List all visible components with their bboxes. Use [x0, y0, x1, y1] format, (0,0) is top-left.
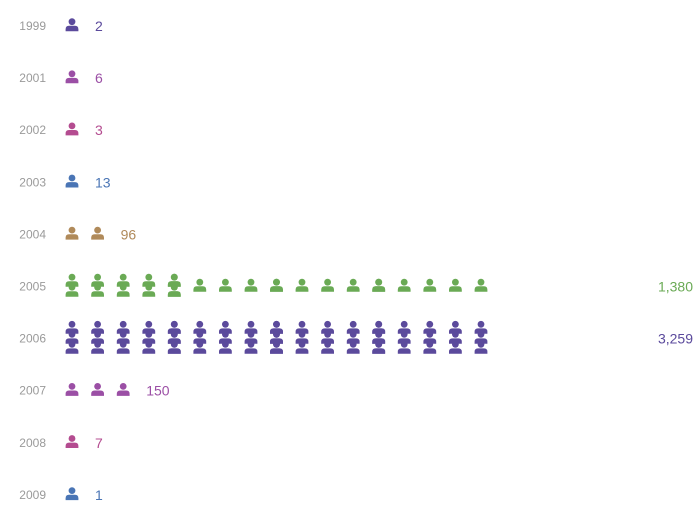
- value-label: 150: [146, 383, 170, 399]
- person-icon: [65, 122, 79, 136]
- person-icon: [244, 278, 258, 292]
- person-icon: [321, 278, 334, 292]
- value-label: 3: [95, 122, 103, 138]
- person-icon: [193, 340, 207, 354]
- person-icon: [474, 340, 488, 354]
- value-label: 1: [95, 487, 103, 503]
- person-icon: [116, 340, 130, 354]
- year-tick-label: 2007: [19, 384, 46, 398]
- chart-row: 1999 2: [19, 18, 103, 34]
- person-icon: [116, 283, 130, 297]
- person-icon: [116, 383, 130, 396]
- value-label: 1,380: [658, 279, 693, 295]
- chart-row: 2003 13: [19, 174, 110, 190]
- person-icon: [295, 340, 309, 354]
- year-tick-label: 2009: [19, 488, 46, 502]
- person-icon: [397, 278, 411, 292]
- person-icon: [65, 174, 79, 188]
- person-icon: [295, 278, 309, 292]
- person-icon: [346, 340, 360, 354]
- year-tick-label: 2004: [19, 227, 46, 241]
- value-label: 3,259: [658, 331, 693, 347]
- person-icon: [372, 278, 385, 292]
- person-icon: [91, 383, 104, 396]
- person-icon: [91, 340, 104, 354]
- person-icon: [219, 278, 232, 292]
- year-tick-label: 2006: [19, 332, 46, 346]
- person-icon: [65, 487, 79, 501]
- chart-row: 2009 1: [19, 487, 103, 503]
- person-icon: [167, 283, 181, 297]
- year-tick-label: 2008: [19, 436, 46, 450]
- person-icon: [244, 340, 258, 354]
- person-icon: [65, 340, 79, 354]
- person-icon: [65, 70, 79, 84]
- value-label: 96: [121, 226, 137, 242]
- person-icon: [423, 340, 437, 354]
- person-icon: [142, 283, 156, 297]
- person-icon: [372, 340, 385, 354]
- person-icon: [449, 340, 462, 354]
- year-tick-label: 1999: [19, 19, 46, 33]
- person-icon: [65, 226, 79, 240]
- year-tick-label: 2005: [19, 280, 46, 294]
- chart-row: 2007 150: [19, 383, 169, 399]
- person-icon: [193, 278, 207, 292]
- person-icon: [167, 340, 181, 354]
- person-icon: [91, 226, 104, 240]
- person-icon: [219, 340, 232, 354]
- person-icon: [65, 283, 79, 297]
- value-label: 2: [95, 18, 103, 34]
- person-icon: [423, 278, 437, 292]
- chart-row: 2005 1,380: [19, 273, 693, 297]
- person-icon: [65, 383, 79, 396]
- value-label: 6: [95, 70, 103, 86]
- person-icon: [142, 340, 156, 354]
- person-icon: [346, 278, 360, 292]
- person-icon: [270, 278, 283, 292]
- person-icon: [474, 278, 488, 292]
- year-tick-label: 2002: [19, 123, 46, 137]
- chart-row: 2008 7: [19, 435, 103, 451]
- person-icon: [91, 283, 104, 297]
- year-tick-label: 2003: [19, 175, 46, 189]
- value-label: 7: [95, 435, 103, 451]
- year-tick-label: 2001: [19, 71, 46, 85]
- person-icon: [65, 435, 79, 448]
- value-label: 13: [95, 174, 111, 190]
- chart-row: 2001 6: [19, 70, 103, 86]
- person-icon: [397, 340, 411, 354]
- chart-row: 2006 3,259: [19, 320, 693, 354]
- chart-row: 2004 96: [19, 226, 136, 242]
- person-icon: [65, 18, 79, 32]
- person-icon: [449, 278, 462, 292]
- chart-row: 2002 3: [19, 122, 103, 138]
- person-icon: [270, 340, 283, 354]
- person-icon: [321, 340, 334, 354]
